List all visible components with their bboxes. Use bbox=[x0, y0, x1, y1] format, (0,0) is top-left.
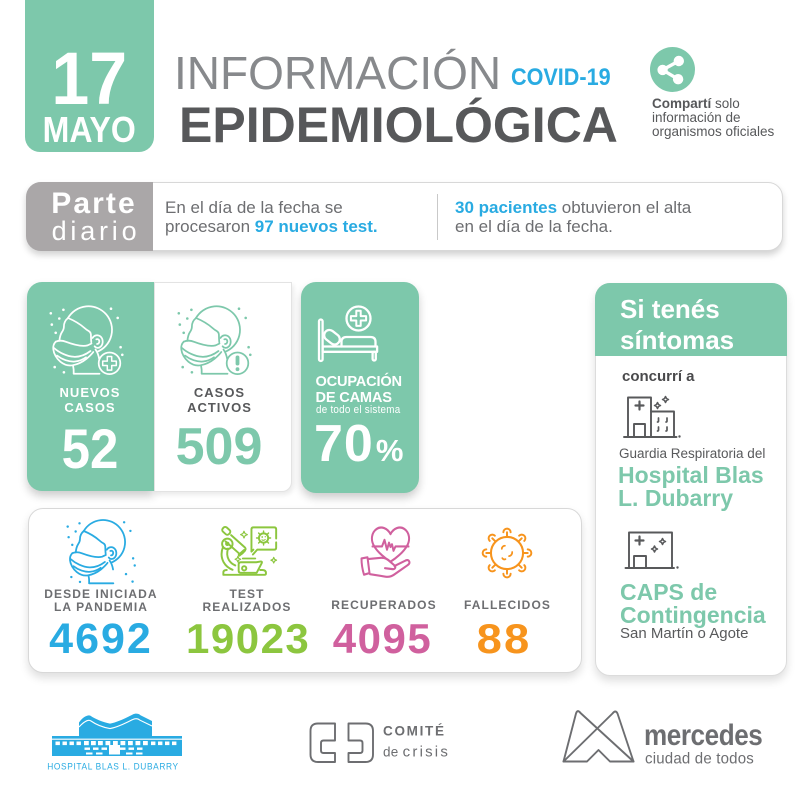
svg-text:de crisis: de crisis bbox=[383, 744, 450, 761]
svg-text:ciudad de todos: ciudad de todos bbox=[645, 750, 754, 765]
svg-text:mercedes: mercedes bbox=[644, 718, 762, 751]
svg-text:HOSPITAL BLAS L. DUBARRY: HOSPITAL BLAS L. DUBARRY bbox=[47, 761, 178, 772]
svg-text:COMITÉ: COMITÉ bbox=[383, 724, 446, 739]
